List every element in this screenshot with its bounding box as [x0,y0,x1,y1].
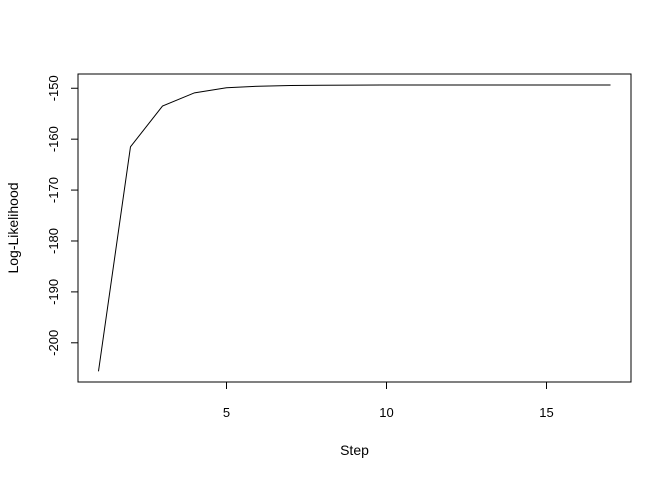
y-tick-label: -170 [46,177,61,203]
x-axis-label: Step [340,442,369,458]
plot-frame [77,73,632,383]
x-axis: 5 10 15 [223,381,554,420]
y-axis: -200 -190 -180 -170 -160 -150 [46,75,79,356]
x-tick-label: 10 [379,405,393,420]
y-tick-label: -160 [46,126,61,152]
y-tick-label: -180 [46,228,61,254]
y-axis-label: Log-Likelihood [5,182,21,273]
series-line [97,84,611,372]
y-tick-label: -150 [46,75,61,101]
x-tick-label: 5 [223,405,230,420]
x-tick-label: 15 [539,405,553,420]
series-layer [97,84,611,372]
y-tick-label: -190 [46,279,61,305]
y-tick-label: -200 [46,330,61,356]
